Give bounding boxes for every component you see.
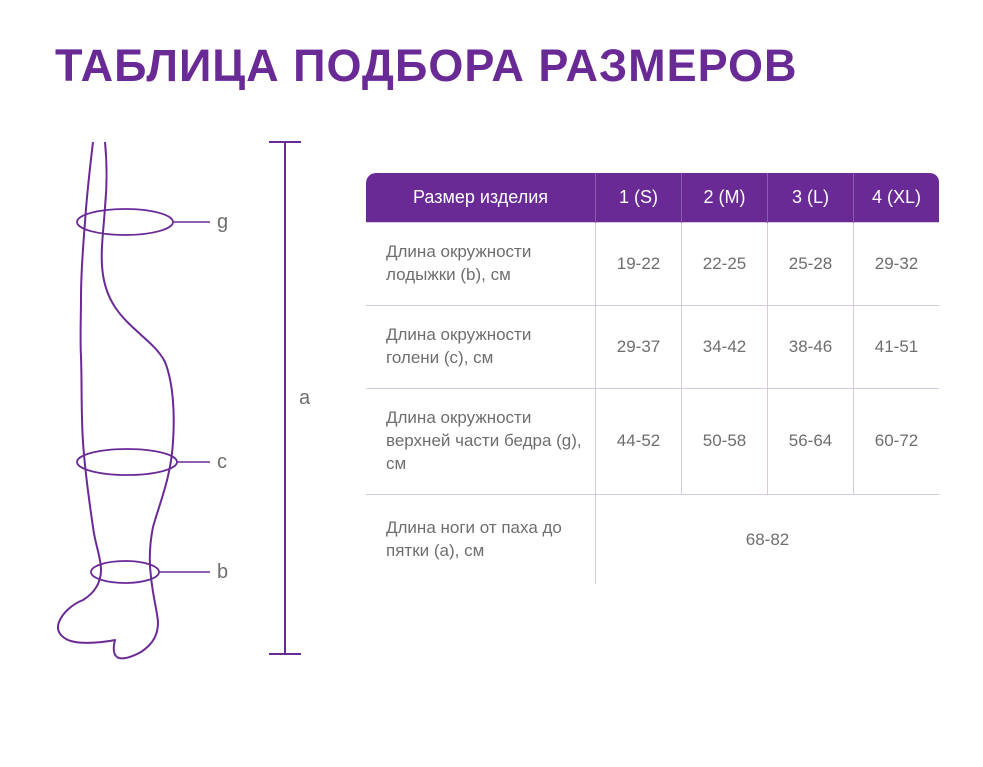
cell-value: 44-52 [596, 388, 682, 494]
col-header-xl: 4 (XL) [854, 173, 940, 223]
cell-value: 50-58 [682, 388, 768, 494]
cell-value: 41-51 [854, 305, 940, 388]
diagram-label-c: c [217, 451, 227, 473]
col-header-m: 2 (M) [682, 173, 768, 223]
cell-value-span: 68-82 [596, 494, 940, 585]
col-header-l: 3 (L) [768, 173, 854, 223]
cell-value: 19-22 [596, 223, 682, 306]
row-label-thigh: Длина окружности верхней части бедра (g)… [366, 388, 596, 494]
table-row: Длина окружности голени (c), см 29-37 34… [366, 305, 940, 388]
table-row: Длина окружности верхней части бедра (g)… [366, 388, 940, 494]
diagram-label-b: b [217, 561, 228, 583]
leg-diagram: g c b a [45, 132, 355, 692]
page-title: ТАБЛИЦА ПОДБОРА РАЗМЕРОВ [0, 0, 983, 92]
diagram-label-g: g [217, 211, 228, 233]
row-label-length: Длина ноги от паха до пятки (a), см [366, 494, 596, 585]
size-table-container: Размер изделия 1 (S) 2 (M) 3 (L) 4 (XL) … [365, 172, 940, 585]
row-label-ankle: Длина окружности лодыжки (b), см [366, 223, 596, 306]
cell-value: 29-32 [854, 223, 940, 306]
diagram-label-a: a [299, 387, 311, 409]
cell-value: 22-25 [682, 223, 768, 306]
cell-value: 34-42 [682, 305, 768, 388]
col-header-s: 1 (S) [596, 173, 682, 223]
cell-value: 38-46 [768, 305, 854, 388]
table-header-row: Размер изделия 1 (S) 2 (M) 3 (L) 4 (XL) [366, 173, 940, 223]
table-row: Длина ноги от паха до пятки (a), см 68-8… [366, 494, 940, 585]
size-table: Размер изделия 1 (S) 2 (M) 3 (L) 4 (XL) … [365, 172, 940, 585]
col-header-product-size: Размер изделия [366, 173, 596, 223]
row-label-calf: Длина окружности голени (c), см [366, 305, 596, 388]
cell-value: 29-37 [596, 305, 682, 388]
cell-value: 25-28 [768, 223, 854, 306]
cell-value: 60-72 [854, 388, 940, 494]
table-row: Длина окружности лодыжки (b), см 19-22 2… [366, 223, 940, 306]
content-layout: g c b a Размер изделия 1 (S) 2 (M) 3 (L)… [0, 132, 983, 692]
cell-value: 56-64 [768, 388, 854, 494]
